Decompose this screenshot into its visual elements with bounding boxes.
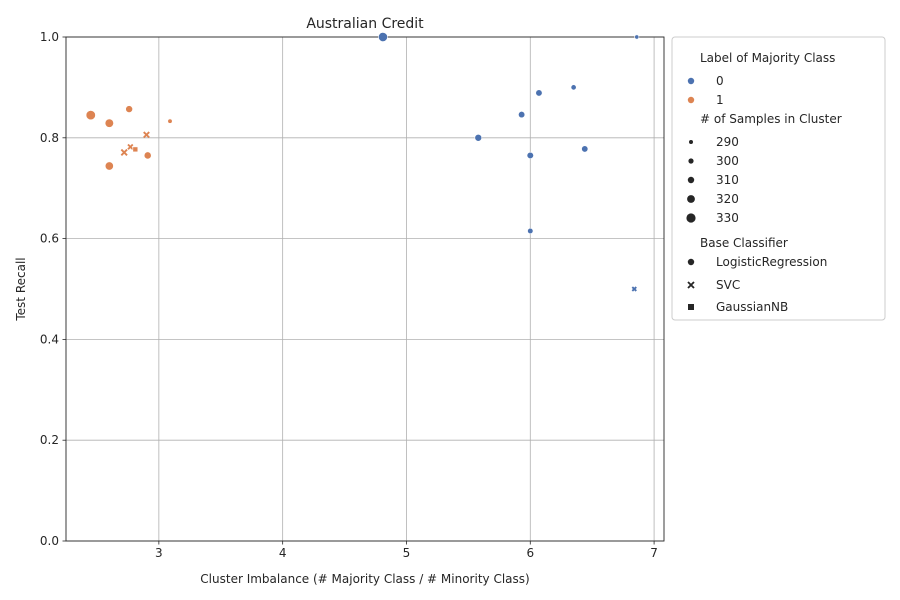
legend-box — [671, 36, 886, 321]
legend-hue-title: Label of Majority Class — [700, 51, 835, 65]
legend-size-310: 310 — [716, 173, 739, 187]
data-point — [631, 286, 637, 292]
y-tick-label: 0.8 — [40, 131, 59, 145]
y-tick-label: 0.2 — [40, 433, 59, 447]
legend-size-320: 320 — [716, 192, 739, 206]
data-point — [143, 151, 152, 160]
data-point — [104, 118, 114, 128]
grid-lines — [66, 36, 664, 542]
data-point — [474, 134, 483, 142]
legend-style-logisticregression: LogisticRegression — [716, 255, 827, 269]
legend-marker-label-1 — [687, 96, 695, 104]
y-tick-label: 0.0 — [40, 534, 59, 548]
data-point — [167, 118, 173, 124]
legend: Label of Majority Class 0 1 # of Samples… — [671, 36, 886, 321]
legend-style-marker-svc — [687, 281, 695, 289]
data-point — [143, 131, 150, 139]
data-point — [104, 161, 114, 171]
data-points — [85, 32, 640, 292]
data-point — [581, 145, 589, 153]
legend-style-marker-logisticregression — [687, 258, 695, 266]
data-point — [125, 105, 133, 113]
legend-style-svc: SVC — [716, 278, 740, 292]
legend-marker-label-0 — [687, 77, 695, 85]
data-point — [526, 151, 534, 160]
legend-label-0: 0 — [716, 74, 724, 88]
y-axis-label: Test Recall — [14, 257, 28, 321]
data-point — [518, 111, 526, 119]
x-tick-label: 5 — [403, 546, 411, 560]
legend-size-marker-310 — [687, 176, 695, 184]
data-point — [127, 143, 134, 150]
legend-size-marker-320 — [687, 195, 695, 203]
chart-title: Australian Credit — [306, 16, 424, 32]
data-point — [535, 89, 543, 97]
data-point — [634, 34, 640, 40]
axis-ticks: 3 4 5 6 7 0.0 0.2 0.4 0.6 0.8 1.0 — [40, 30, 658, 560]
y-tick-label: 0.6 — [40, 232, 59, 246]
x-tick-label: 6 — [526, 546, 534, 560]
data-point — [378, 32, 388, 42]
legend-size-marker-330 — [686, 213, 696, 223]
data-point — [85, 110, 96, 121]
legend-style-title: Base Classifier — [700, 236, 788, 250]
legend-label-1: 1 — [716, 93, 724, 107]
data-point — [527, 227, 534, 235]
x-tick-label: 4 — [279, 546, 287, 560]
data-point — [570, 84, 577, 91]
legend-size-330: 330 — [716, 211, 739, 225]
legend-size-marker-290 — [689, 140, 693, 144]
legend-style-gaussiannb: GaussianNB — [716, 300, 788, 314]
legend-size-290: 290 — [716, 135, 739, 149]
legend-size-300: 300 — [716, 154, 739, 168]
legend-style-marker-gaussiannb — [688, 304, 694, 310]
data-point — [120, 148, 128, 156]
y-tick-label: 1.0 — [40, 30, 59, 44]
data-point — [132, 146, 139, 153]
legend-size-title: # of Samples in Cluster — [700, 112, 842, 126]
y-tick-label: 0.4 — [40, 332, 59, 346]
x-axis-label: Cluster Imbalance (# Majority Class / # … — [200, 572, 529, 586]
x-tick-label: 3 — [155, 546, 163, 560]
legend-size-marker-300 — [688, 158, 694, 164]
plot-frame — [65, 36, 665, 542]
x-tick-label: 7 — [650, 546, 658, 560]
